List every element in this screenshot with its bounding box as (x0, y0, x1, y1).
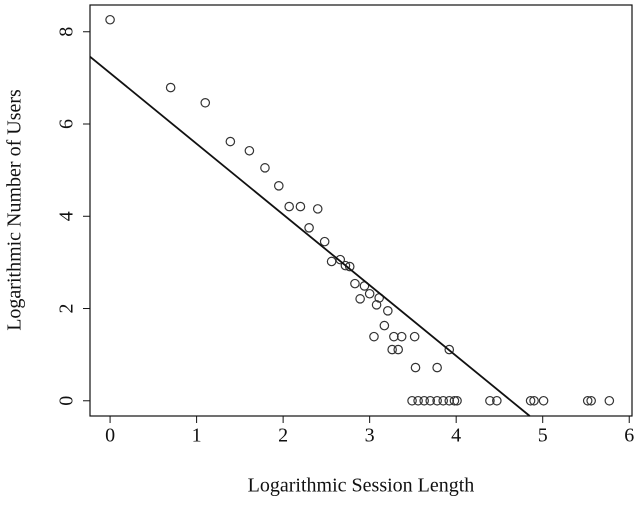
x-axis-label: Logarithmic Session Length (248, 475, 475, 497)
point (200, 97, 211, 108)
point (529, 395, 539, 406)
point (387, 344, 397, 355)
point (379, 320, 390, 331)
point (444, 395, 455, 406)
point (355, 294, 365, 304)
point (485, 395, 495, 406)
y-tick-label: 4 (56, 211, 78, 221)
point (409, 331, 420, 342)
point (369, 331, 379, 342)
y-tick-label: 6 (56, 119, 78, 129)
point (438, 395, 448, 406)
point (225, 136, 236, 147)
point (260, 163, 270, 173)
x-tick-label: 0 (105, 425, 115, 447)
point (582, 395, 593, 406)
point (383, 306, 393, 316)
point (295, 201, 306, 212)
point (319, 236, 330, 247)
point (284, 201, 294, 212)
fit-line (89, 55, 531, 417)
point (407, 395, 417, 406)
point (413, 395, 423, 406)
point (105, 14, 115, 25)
point (274, 181, 284, 191)
y-axis-label: Logarithmic Number of Users (4, 89, 26, 331)
point (364, 288, 375, 299)
point (244, 145, 255, 156)
point (432, 362, 442, 373)
point (425, 395, 436, 406)
y-tick-label: 8 (56, 27, 78, 37)
point (492, 395, 502, 406)
point (586, 395, 596, 406)
point (396, 331, 407, 342)
point (312, 204, 323, 214)
point (452, 395, 462, 406)
point (604, 395, 615, 406)
point (389, 331, 399, 342)
point (525, 395, 536, 406)
point (350, 278, 360, 289)
x-tick-label: 6 (624, 425, 634, 447)
plot-frame (89, 4, 633, 417)
point (538, 395, 549, 406)
x-tick-label: 1 (192, 425, 202, 447)
point (444, 344, 455, 355)
point (335, 254, 346, 265)
x-tick-label: 5 (538, 425, 548, 447)
y-tick-label: 0 (56, 396, 78, 406)
x-tick-label: 3 (365, 425, 375, 447)
point (419, 395, 429, 406)
point (165, 82, 176, 93)
point (371, 300, 382, 310)
point (340, 260, 351, 271)
y-tick-label: 2 (56, 304, 78, 314)
x-tick-label: 2 (278, 425, 288, 447)
point (449, 395, 460, 406)
point (393, 344, 404, 355)
point (432, 395, 442, 406)
point (304, 222, 314, 233)
x-tick-label: 4 (451, 425, 461, 447)
point (410, 362, 421, 373)
point (326, 256, 337, 267)
